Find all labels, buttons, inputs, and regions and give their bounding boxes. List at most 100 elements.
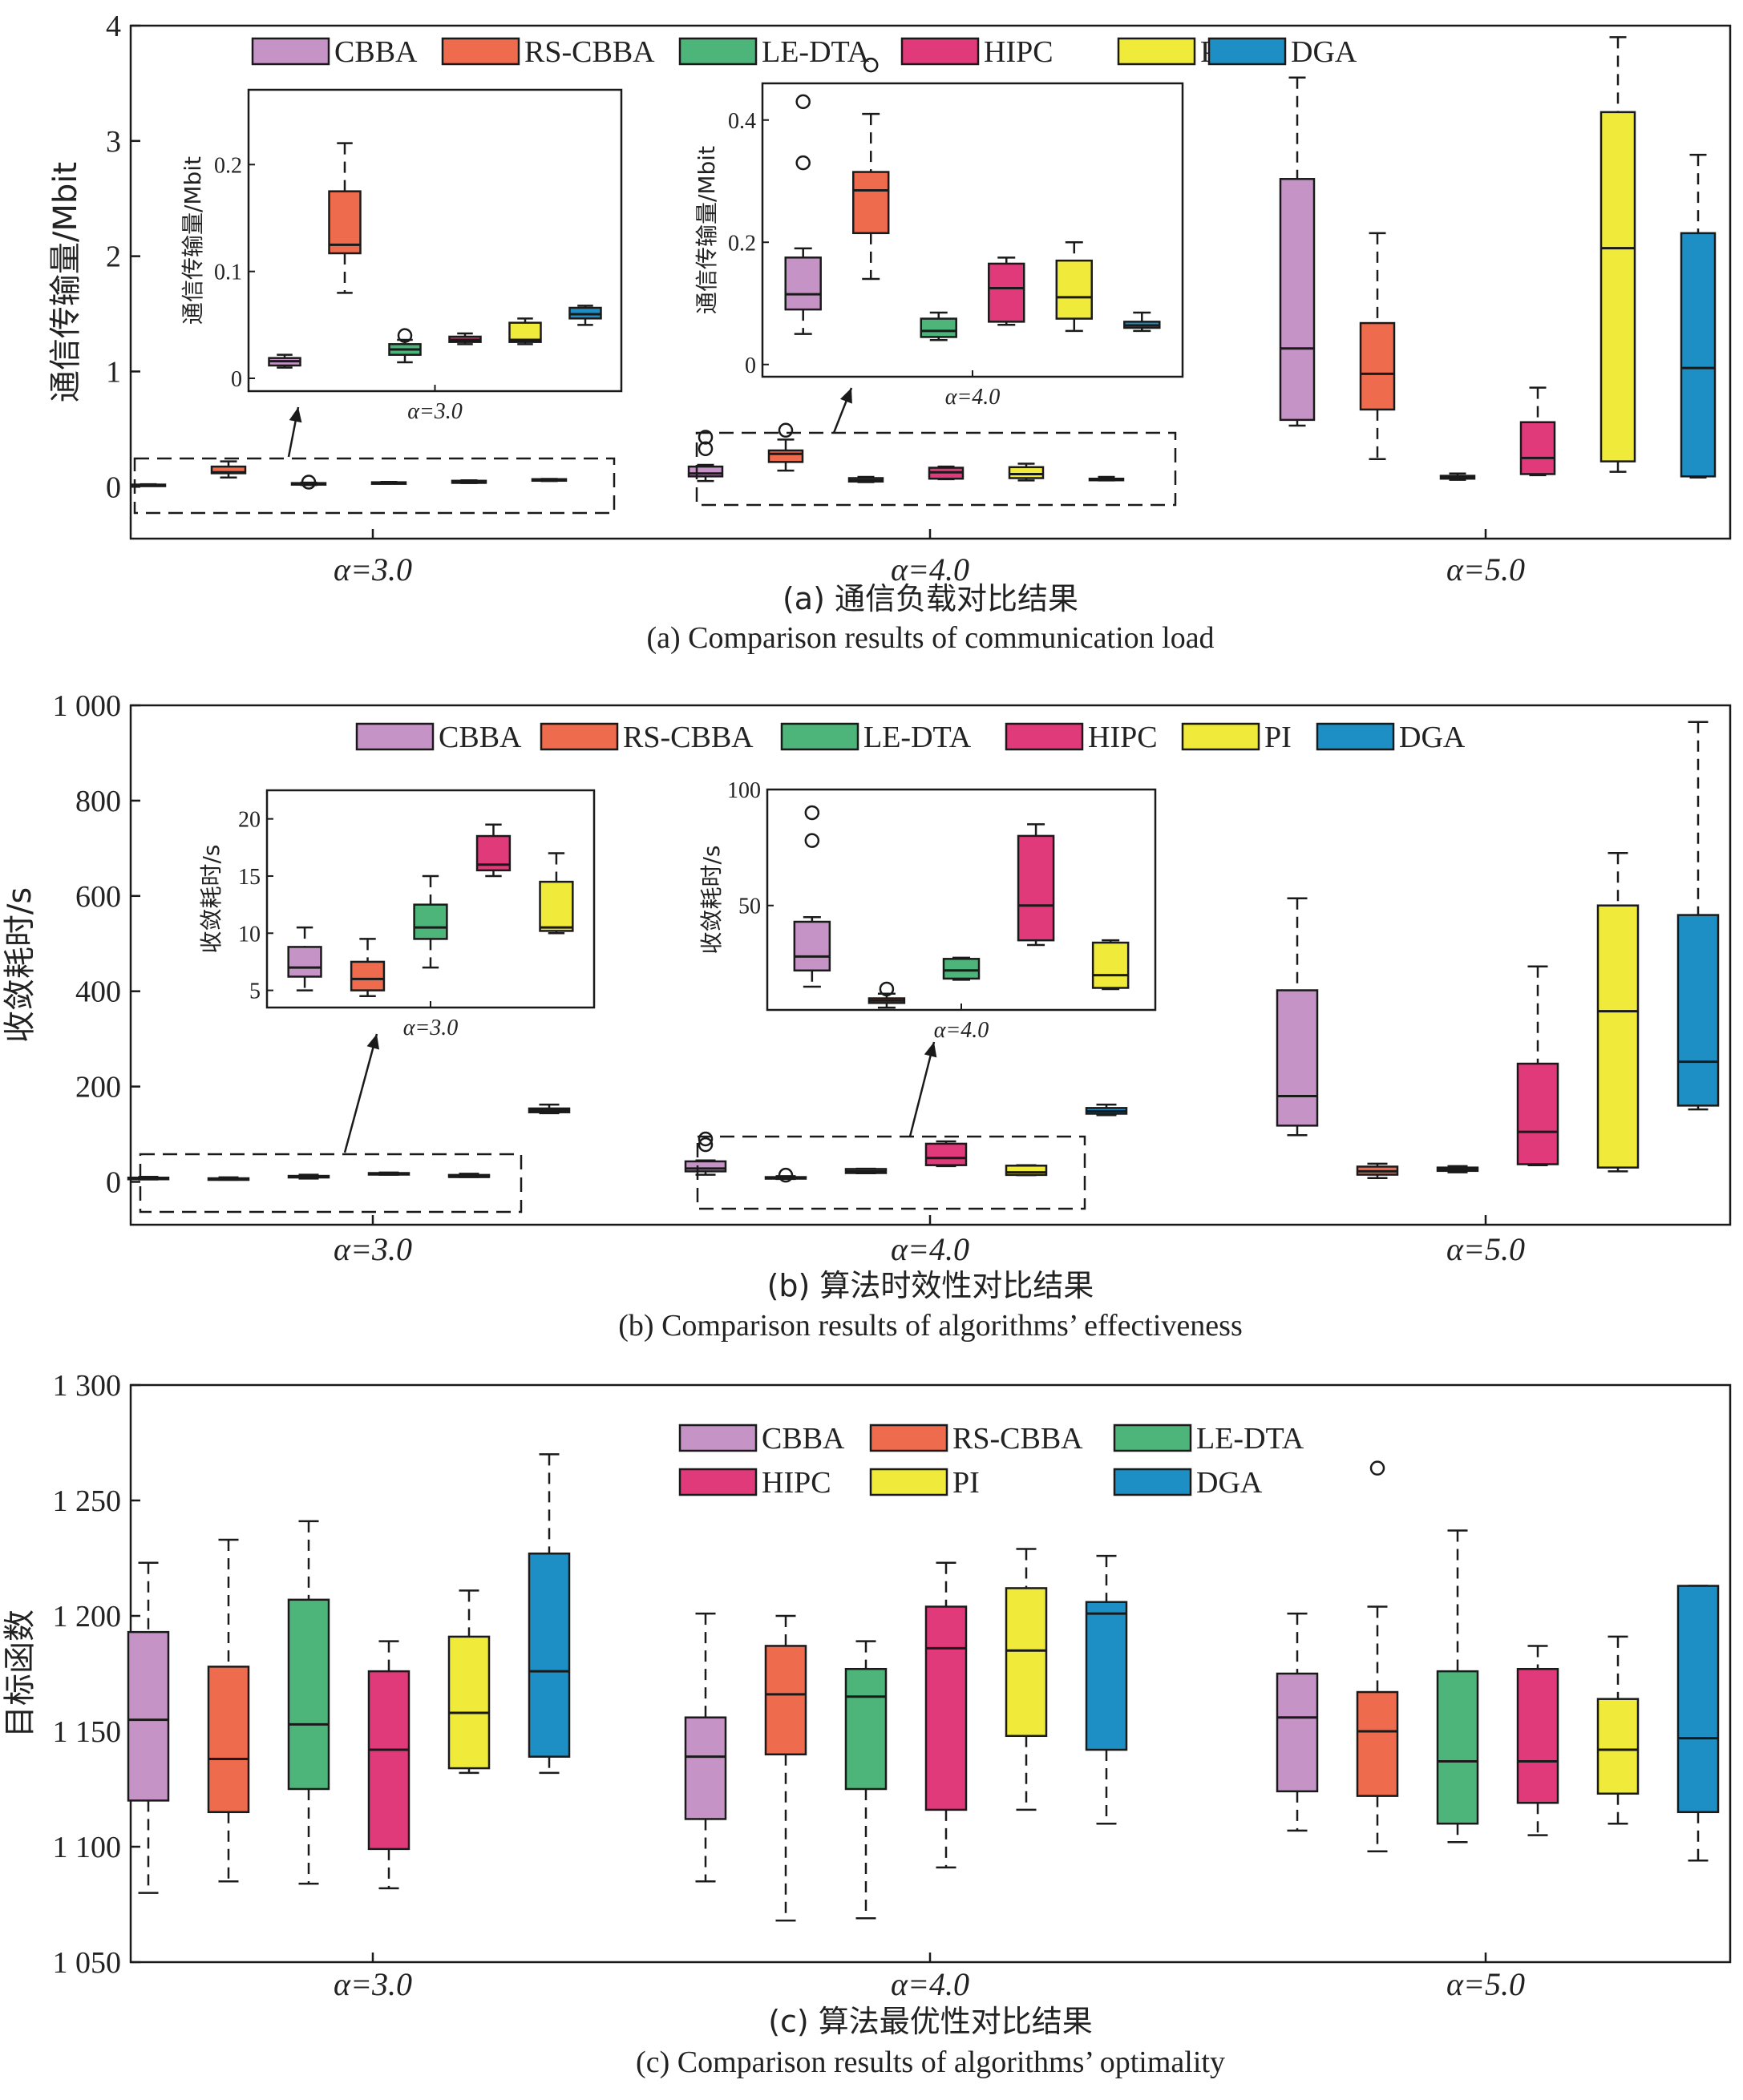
panel-b: 0 200 400 600 800 1 000 收敛耗时/s α=3.0 α=4.0 α=5.0 (… bbox=[2, 689, 1732, 1343]
box-iqr bbox=[1005, 1587, 1048, 1738]
legend-label-le-dta: LE-DTA bbox=[1196, 1422, 1304, 1456]
inset-y-tick-label: 0.2 bbox=[728, 231, 756, 256]
box-le-dta-group2 bbox=[847, 475, 884, 483]
box-rs-cbba-group1 bbox=[207, 1176, 250, 1181]
y-axis-label: 通信传输量/Mbit bbox=[47, 162, 84, 402]
inset-box-hipc bbox=[988, 256, 1025, 326]
box-rs-cbba-group2 bbox=[767, 422, 804, 472]
box-le-dta-group1 bbox=[287, 1520, 330, 1885]
x-tick-label: α=5.0 bbox=[1446, 1231, 1525, 1267]
outlier-point bbox=[879, 981, 895, 997]
legend-swatch-pi bbox=[869, 1468, 948, 1496]
box-iqr bbox=[367, 1670, 410, 1851]
box-hipc-group2 bbox=[924, 1561, 968, 1869]
box-rs-cbba-group3 bbox=[1356, 1460, 1399, 1853]
legend-label-dga: DGA bbox=[1196, 1466, 1263, 1500]
x-tick-label: α=3.0 bbox=[334, 1966, 412, 2002]
box-iqr bbox=[1596, 904, 1640, 1169]
legend-swatch-cbba bbox=[355, 722, 435, 751]
inset-box-le-dta bbox=[413, 874, 448, 969]
box-cbba-group2 bbox=[684, 1612, 727, 1883]
box-iqr bbox=[287, 946, 322, 978]
inset-1: 5 10 15 20 收敛耗时/s α=3.0 bbox=[198, 789, 596, 1040]
outlier-point bbox=[804, 833, 820, 848]
box-iqr bbox=[684, 1160, 727, 1173]
box-iqr bbox=[1008, 466, 1045, 479]
box-iqr bbox=[350, 960, 386, 991]
inset-y-tick-label: 20 bbox=[238, 808, 261, 833]
box-iqr bbox=[784, 256, 822, 311]
outlier-point bbox=[778, 1167, 794, 1183]
box-pi-group2 bbox=[1008, 462, 1045, 482]
y-tick-label: 1 300 bbox=[53, 1369, 122, 1403]
legend-label-dga: DGA bbox=[1291, 35, 1357, 69]
box-cbba-group3 bbox=[1279, 76, 1316, 427]
inset-1: 0 0.1 0.2 通信传输量/Mbit α=3.0 bbox=[180, 88, 623, 424]
inset-box-pi bbox=[1091, 939, 1130, 991]
box-iqr bbox=[413, 903, 448, 940]
legend-swatch-hipc bbox=[678, 1468, 758, 1496]
legend-label-cbba: CBBA bbox=[762, 1422, 845, 1456]
box-iqr bbox=[1676, 914, 1720, 1107]
box-iqr bbox=[793, 920, 831, 972]
box-iqr bbox=[127, 1630, 170, 1802]
zoom-region-box bbox=[133, 457, 616, 515]
y-tick-label: 3 bbox=[106, 125, 121, 159]
box-iqr bbox=[207, 1666, 250, 1814]
x-tick-label: α=4.0 bbox=[891, 1966, 969, 2002]
y-tick-label: 400 bbox=[75, 975, 121, 1009]
box-iqr bbox=[1091, 941, 1130, 989]
inset-box-rs-cbba bbox=[328, 142, 362, 294]
box-iqr bbox=[1279, 178, 1316, 422]
inset-y-tick-label: 0 bbox=[745, 353, 756, 378]
y-tick-label: 1 bbox=[106, 355, 121, 389]
box-iqr bbox=[1516, 1062, 1559, 1165]
inset-y-axis-label: 收敛耗时/s bbox=[198, 844, 224, 953]
box-pi-group1 bbox=[451, 479, 487, 484]
x-tick-label: α=3.0 bbox=[334, 551, 412, 588]
box-pi-group1 bbox=[447, 1589, 491, 1775]
box-iqr bbox=[764, 1645, 807, 1756]
box-iqr bbox=[1055, 259, 1093, 320]
inset-box-pi bbox=[539, 852, 574, 935]
box-le-dta-group2 bbox=[844, 1640, 888, 1920]
legend-swatch-dga bbox=[1207, 37, 1287, 66]
legend-label-rs-cbba: RS-CBBA bbox=[524, 35, 655, 69]
box-iqr bbox=[287, 1598, 330, 1791]
legend-swatch-dga bbox=[1113, 1468, 1192, 1496]
y-tick-label: 800 bbox=[75, 785, 121, 818]
y-tick-label: 0 bbox=[106, 470, 121, 504]
inset-box-le-dta bbox=[920, 311, 957, 341]
inset-y-tick-label: 0.2 bbox=[214, 153, 242, 178]
box-le-dta-group1 bbox=[287, 1173, 330, 1180]
legend-label-pi: PI bbox=[952, 1466, 980, 1500]
legend-label-hipc: HIPC bbox=[762, 1466, 831, 1500]
legend-label-le-dta: LE-DTA bbox=[762, 35, 870, 69]
y-tick-label: 1 100 bbox=[53, 1831, 122, 1864]
box-dga-group3 bbox=[1676, 1585, 1720, 1862]
inset-y-axis-label: 通信传输量/Mbit bbox=[694, 146, 720, 314]
inset-box-rs-cbba bbox=[867, 981, 906, 1009]
inset-box-pi bbox=[1055, 241, 1093, 333]
box-dga-group2 bbox=[1085, 1554, 1128, 1825]
box-iqr bbox=[528, 1552, 571, 1758]
box-pi-group3 bbox=[1599, 36, 1636, 473]
inset-x-label: α=3.0 bbox=[403, 1016, 459, 1040]
panel-a: 0 1 2 3 4 通信传输量/Mbit α=3.0 α=4.0 α=5.0 (a) 通信负载对比… bbox=[47, 10, 1732, 655]
outlier-point bbox=[795, 94, 811, 110]
box-pi-group3 bbox=[1596, 852, 1640, 1173]
box-iqr bbox=[852, 171, 890, 235]
legend-label-dga: DGA bbox=[1399, 721, 1466, 754]
inset-y-axis-label: 收敛耗时/s bbox=[698, 845, 725, 954]
legend-label-rs-cbba: RS-CBBA bbox=[623, 721, 754, 754]
box-iqr bbox=[328, 190, 362, 255]
inset-y-axis-label: 通信传输量/Mbit bbox=[180, 156, 206, 325]
box-iqr bbox=[988, 262, 1025, 323]
legend-label-hipc: HIPC bbox=[1088, 721, 1158, 754]
outlier-point bbox=[698, 1131, 714, 1147]
box-hipc-group1 bbox=[370, 480, 407, 485]
box-iqr bbox=[1359, 321, 1396, 411]
box-iqr bbox=[1516, 1667, 1559, 1804]
